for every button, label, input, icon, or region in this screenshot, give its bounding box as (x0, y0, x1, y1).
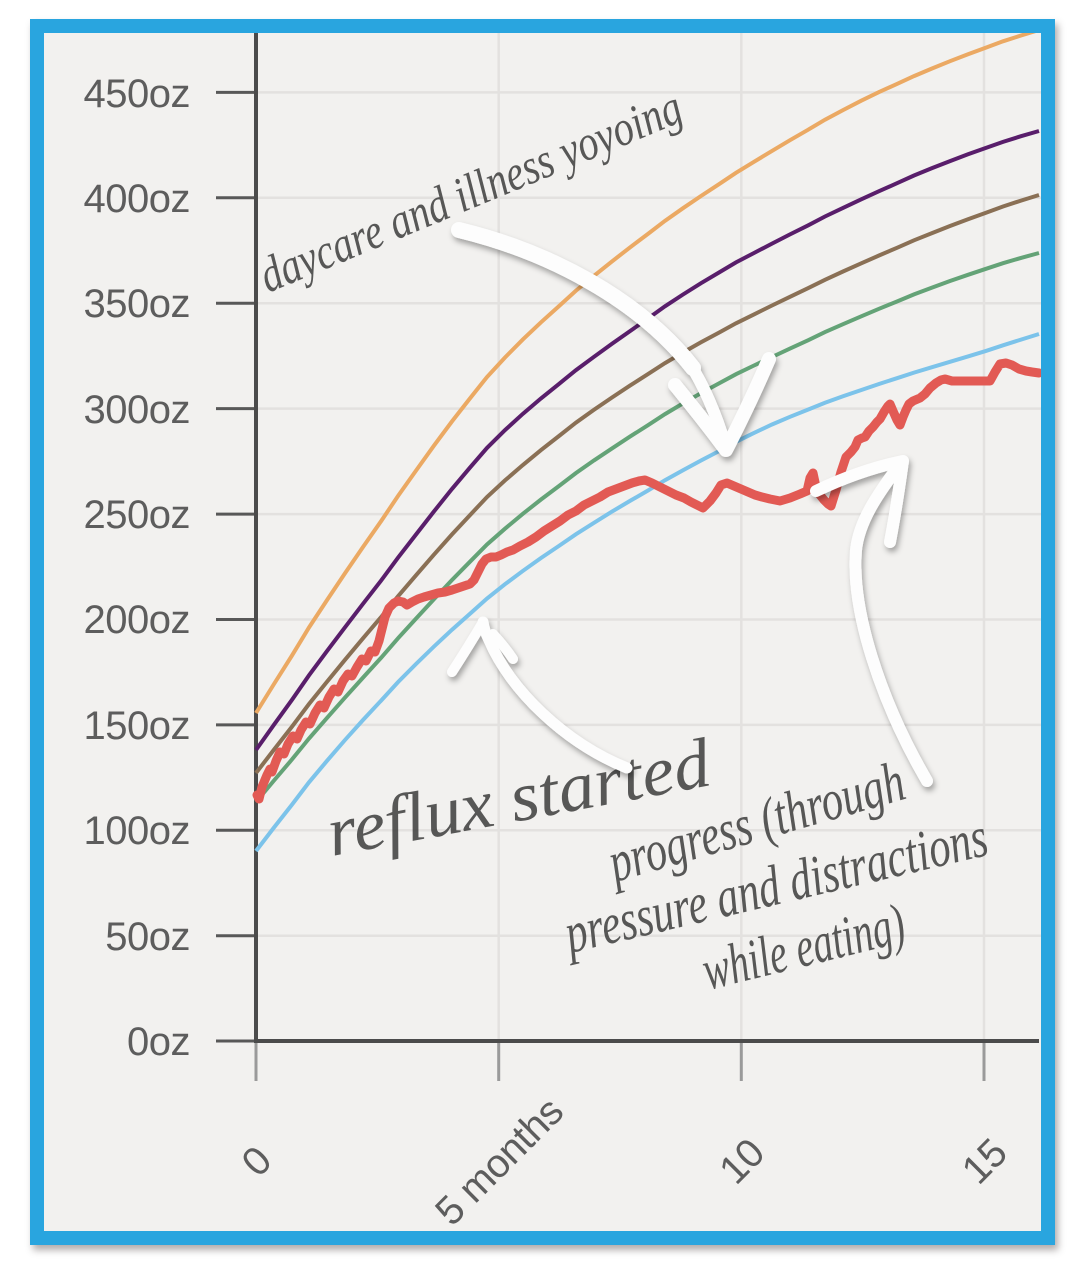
svg-text:300oz: 300oz (84, 388, 190, 432)
svg-text:10: 10 (711, 1131, 773, 1193)
svg-text:0oz: 0oz (127, 1020, 190, 1064)
svg-text:15: 15 (954, 1131, 1016, 1193)
svg-text:200oz: 200oz (84, 598, 190, 642)
svg-text:150oz: 150oz (84, 704, 190, 748)
svg-text:250oz: 250oz (84, 493, 190, 537)
svg-text:400oz: 400oz (84, 177, 190, 221)
svg-text:daycare and illness yoyoing: daycare and illness yoyoing (251, 79, 690, 303)
svg-text:0: 0 (233, 1138, 279, 1184)
svg-text:100oz: 100oz (84, 809, 190, 853)
svg-text:5 months: 5 months (427, 1089, 572, 1231)
svg-text:50oz: 50oz (105, 915, 190, 959)
svg-text:450oz: 450oz (84, 72, 190, 116)
svg-text:350oz: 350oz (84, 282, 190, 326)
